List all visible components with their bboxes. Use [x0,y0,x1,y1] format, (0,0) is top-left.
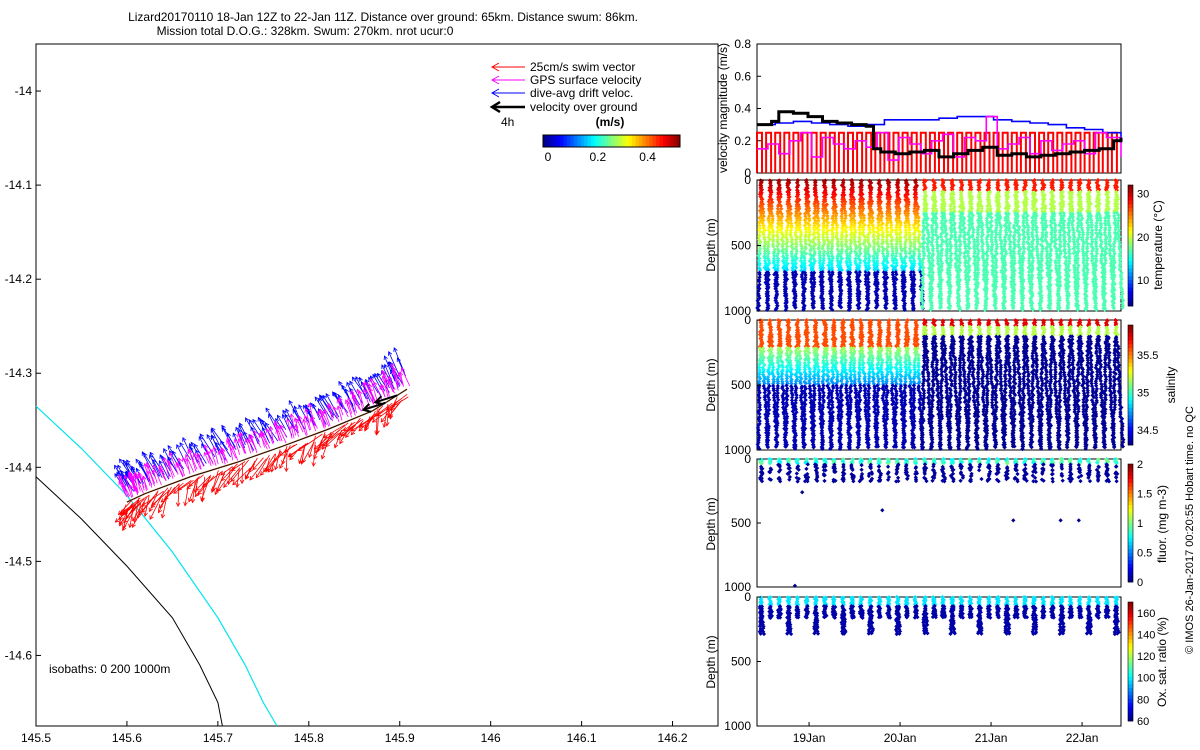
speed-colorbar-segment [653,135,657,147]
legend-ground-label: velocity over ground [530,100,637,114]
velocity-ylabel: velocity magnitude (m/s) [716,43,730,173]
map-panel: 145.5 145.6 145.7 145.8 145.9 146 146.1 146.2 -1… [5,44,718,745]
speed-colorbar-segment [570,135,574,147]
speed-colorbar-segment [629,135,633,147]
speed-colorbar-tick-label: 0 [545,150,552,164]
speed-colorbar-segment [560,135,564,147]
speed-colorbar-segment [564,135,568,147]
figure-title-line2: Mission total D.O.G.: 328km. Swum: 270km… [157,24,454,38]
legend-drift-label: dive-avg drift veloc. [530,86,633,100]
map-xtick-label: 145.6 [112,731,142,745]
speed-colorbar-segment [625,135,629,147]
map-xtick-label: 145.5 [21,731,51,745]
map-xtick-label: 146.1 [567,731,597,745]
map-xtick-label: 146 [481,731,501,745]
legend-gps-label: GPS surface velocity [530,73,641,87]
speed-colorbar-segment [632,135,636,147]
map-xtick-label: 145.8 [294,731,324,745]
velocity-ytick-label: 0.8 [734,37,751,51]
isobaths-label: isobaths: 0 200 1000m [49,662,170,676]
map-ytick-label: -14.4 [5,460,33,474]
speed-colorbar-segment [543,135,547,147]
speed-colorbar-segment [649,135,653,147]
map-ytick-label: -14.5 [5,554,33,568]
map-ytick-label: -14.2 [5,272,33,286]
speed-colorbar-segment [594,135,598,147]
speed-colorbar-segment [612,135,616,147]
speed-colorbar-segment [635,135,639,147]
speed-colorbar-segment [581,135,585,147]
velocity-ytick-label: 0.4 [734,102,751,116]
speed-colorbar-tick-label: 0.2 [589,150,606,164]
speed-colorbar-segment [670,135,674,147]
figure: Lizard20170110 18-Jan 12Z to 22-Jan 11Z.… [0,0,1200,750]
speed-colorbar-segment [608,135,612,147]
speed-colorbar-segment [656,135,660,147]
speed-colorbar-segment [615,135,619,147]
speed-colorbar-segment [666,135,670,147]
speed-colorbar-segment [663,135,667,147]
map-ytick-label: -14.3 [5,366,33,380]
map-ytick-label: -14.6 [5,648,33,662]
speed-colorbar-segment [557,135,561,147]
speed-colorbar-segment [605,135,609,147]
speed-colorbar-segment [639,135,643,147]
map-ytick-label: -14 [15,84,33,98]
speed-colorbar-segment [618,135,622,147]
speed-colorbar-segment [584,135,588,147]
speed-colorbar-segment [601,135,605,147]
map-xtick-label: 145.9 [385,731,415,745]
speed-colorbar-segment [577,135,581,147]
speed-colorbar-segment [553,135,557,147]
speed-colorbar-segment [659,135,663,147]
speed-colorbar-unit: (m/s) [596,115,625,129]
velocity-ytick-label: 0.6 [734,69,751,83]
speed-colorbar-segment [574,135,578,147]
time-marker-label: 4h [501,115,514,129]
velocity-ytick-label: 0.2 [734,134,751,148]
speed-colorbar-segment [567,135,571,147]
velocity-panel: 00.20.40.60.8 velocity magnitude (m/s) [716,37,1121,180]
speed-colorbar-segment [550,135,554,147]
speed-colorbar-segment [622,135,626,147]
map-xtick-label: 146.2 [658,731,688,745]
speed-colorbar-segment [673,135,677,147]
speed-colorbar-tick-label: 0.4 [639,150,656,164]
speed-colorbar-segment [588,135,592,147]
speed-colorbar-segment [546,135,550,147]
legend-swim-label: 25cm/s swim vector [530,60,635,74]
speed-colorbar-segment [591,135,595,147]
map-xtick-label: 145.7 [203,731,233,745]
map-ytick-label: -14.1 [5,178,33,192]
figure-title-line1: Lizard20170110 18-Jan 12Z to 22-Jan 11Z.… [128,10,638,24]
speed-colorbar-segment [598,135,602,147]
speed-colorbar-segment [642,135,646,147]
speed-colorbar-segment [646,135,650,147]
